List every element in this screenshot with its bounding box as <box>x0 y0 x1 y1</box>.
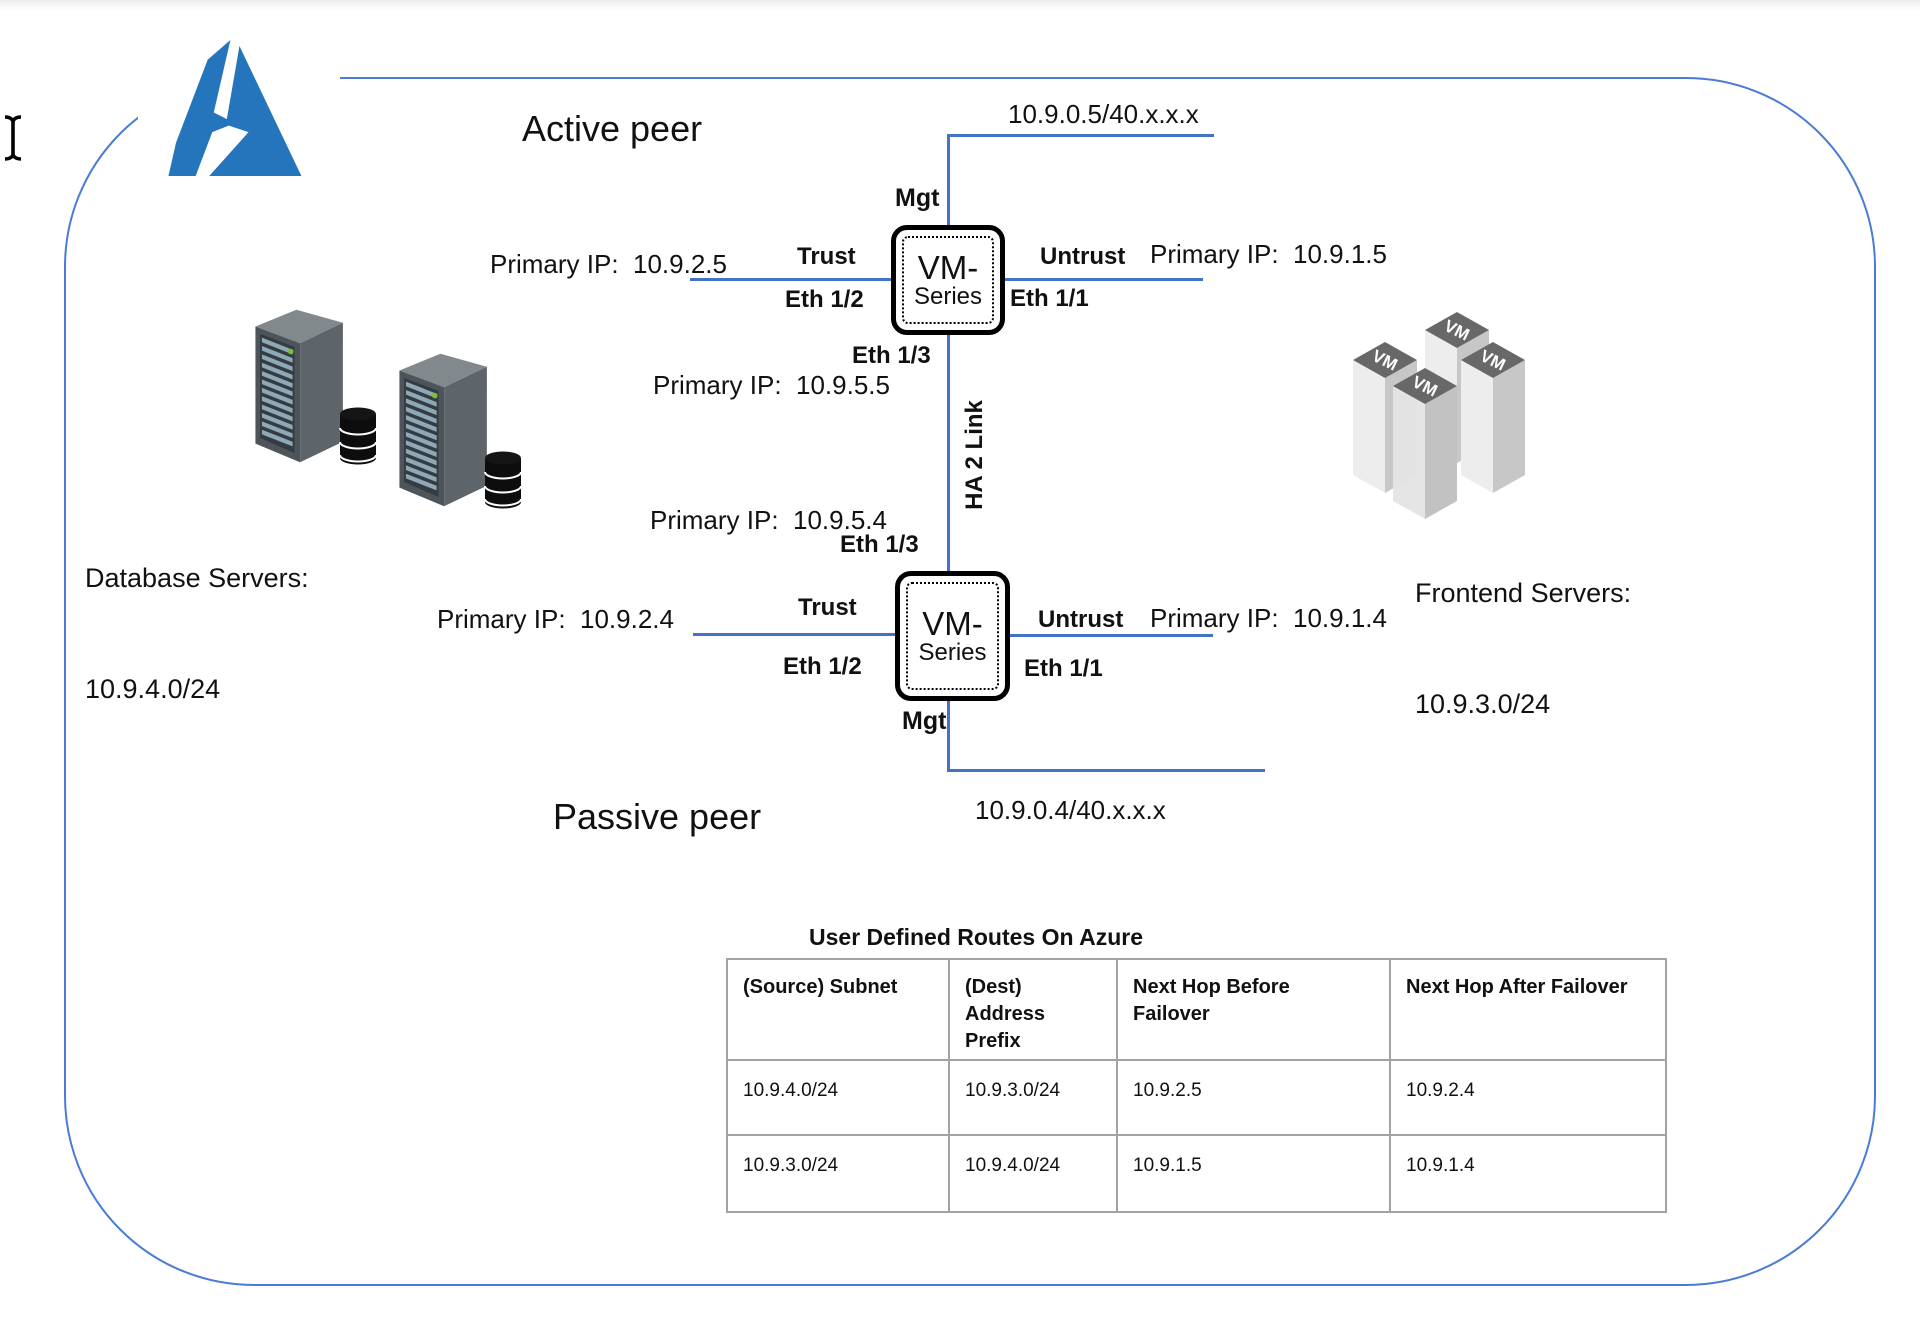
top-edge-shadow <box>0 0 1920 10</box>
passive-mgt-line-horizontal <box>947 769 1265 772</box>
passive-untrust-port-label: Untrust <box>1038 606 1124 633</box>
passive-ha-ip-label: Primary IP: 10.9.5.4 <box>650 505 887 535</box>
active-mgt-subnet-label: 10.9.0.5/40.x.x.x <box>1008 99 1199 129</box>
routes-table-title: User Defined Routes On Azure <box>809 924 1143 950</box>
active-untrust-line <box>1005 278 1203 281</box>
routes-table: (Source) Subnet (Dest) Address Prefix Ne… <box>726 958 1667 1213</box>
frontend-servers-caption-line2: 10.9.3.0/24 <box>1415 689 1551 720</box>
passive-mgt-subnet-label: 10.9.0.4/40.x.x.x <box>975 795 1166 825</box>
database-servers-icon <box>255 309 522 509</box>
ha2-link-label: HA 2 Link <box>961 400 988 510</box>
active-trust-line <box>690 278 892 281</box>
passive-trust-ip-label: Primary IP: 10.9.2.4 <box>437 604 674 634</box>
active-peer-title: Active peer <box>522 108 703 149</box>
column-header-dest-address-prefix: (Dest) Address Prefix <box>948 958 1118 1061</box>
active-ha-eth-label: Eth 1/3 <box>852 342 931 369</box>
vm-series-inner-border <box>902 236 994 324</box>
active-trust-port-label: Trust <box>797 243 856 270</box>
cell-dest-prefix: 10.9.4.0/24 <box>948 1134 1118 1213</box>
azure-logo-icon <box>168 40 302 176</box>
table-row: 10.9.3.0/24 10.9.4.0/24 10.9.1.5 10.9.1.… <box>726 1134 1667 1213</box>
database-servers-caption-line1: Database Servers: <box>85 562 309 593</box>
column-header-source-subnet: (Source) Subnet <box>726 958 950 1061</box>
column-header-next-hop-before: Next Hop Before Failover <box>1116 958 1391 1061</box>
cell-next-hop-after: 10.9.2.4 <box>1389 1059 1667 1136</box>
cell-dest-prefix: 10.9.3.0/24 <box>948 1059 1118 1136</box>
active-mgt-line-vertical <box>947 134 950 226</box>
column-header-next-hop-after: Next Hop After Failover <box>1389 958 1667 1061</box>
active-untrust-port-label: Untrust <box>1040 243 1126 270</box>
cell-source-subnet: 10.9.4.0/24 <box>726 1059 950 1136</box>
cell-next-hop-before: 10.9.2.5 <box>1116 1059 1391 1136</box>
active-untrust-ip-label: Primary IP: 10.9.1.5 <box>1150 239 1387 269</box>
passive-trust-eth-label: Eth 1/2 <box>783 653 862 680</box>
passive-vm-series-firewall: VM- Series <box>895 571 1010 701</box>
passive-ha-eth-label: Eth 1/3 <box>840 531 919 558</box>
active-trust-ip-label: Primary IP: 10.9.2.5 <box>490 249 727 279</box>
passive-peer-title: Passive peer <box>553 796 762 837</box>
passive-trust-line <box>693 633 896 636</box>
active-ha-ip-label: Primary IP: 10.9.5.5 <box>653 370 890 400</box>
active-mgt-port-label: Mgt <box>895 184 940 212</box>
table-row: 10.9.4.0/24 10.9.3.0/24 10.9.2.5 10.9.2.… <box>726 1059 1667 1136</box>
routes-table-header-row: (Source) Subnet (Dest) Address Prefix Ne… <box>726 958 1667 1061</box>
cell-next-hop-before: 10.9.1.5 <box>1116 1134 1391 1213</box>
cell-next-hop-after: 10.9.1.4 <box>1389 1134 1667 1213</box>
frontend-servers-caption: Frontend Servers: 10.9.3.0/24 <box>1415 500 1631 798</box>
ha2-link-line <box>947 334 950 571</box>
active-trust-eth-label: Eth 1/2 <box>785 286 864 313</box>
vm-series-label-line1: VM- <box>922 604 983 642</box>
vm-series-label-line2: Series <box>918 639 987 667</box>
text-cursor-icon <box>4 115 22 161</box>
passive-mgt-port-label: Mgt <box>902 707 947 735</box>
passive-mgt-line-vertical <box>947 700 950 770</box>
active-mgt-line-horizontal <box>948 134 1214 137</box>
passive-untrust-eth-label: Eth 1/1 <box>1024 655 1103 682</box>
vm-series-label-line1: VM- <box>917 248 979 286</box>
passive-untrust-line <box>1010 634 1213 637</box>
active-vm-series-firewall: VM- Series <box>891 225 1005 335</box>
frontend-servers-caption-line1: Frontend Servers: <box>1415 577 1632 608</box>
cell-source-subnet: 10.9.3.0/24 <box>726 1134 950 1213</box>
vm-series-inner-border <box>906 582 999 690</box>
frontend-vm-servers-icon: VM VM VM VM <box>1353 312 1525 519</box>
azure-cloud-boundary <box>64 77 1876 1286</box>
vm-series-label-line2: Series <box>913 283 983 311</box>
passive-untrust-ip-label: Primary IP: 10.9.1.4 <box>1150 603 1387 633</box>
active-untrust-eth-label: Eth 1/1 <box>1010 285 1089 312</box>
passive-trust-port-label: Trust <box>798 594 857 621</box>
database-servers-caption: Database Servers: 10.9.4.0/24 <box>85 485 309 783</box>
database-servers-caption-line2: 10.9.4.0/24 <box>85 674 221 705</box>
